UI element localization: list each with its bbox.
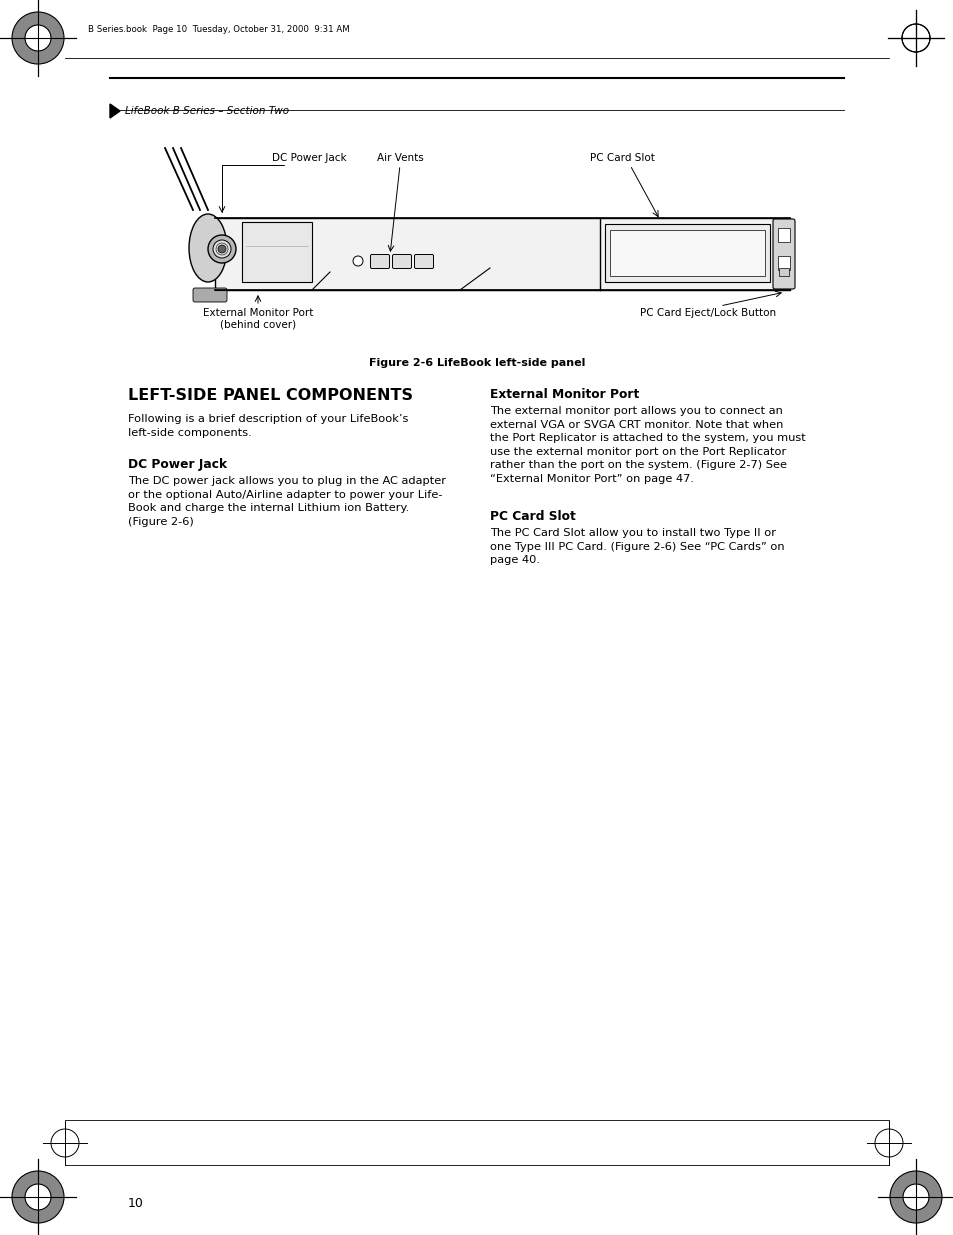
Text: Following is a brief description of your LifeBook’s
left-side components.: Following is a brief description of your…: [128, 414, 408, 437]
Circle shape: [208, 235, 235, 263]
FancyBboxPatch shape: [370, 254, 389, 268]
FancyBboxPatch shape: [193, 288, 227, 303]
Text: PC Card Slot: PC Card Slot: [490, 510, 576, 522]
Text: PC Card Eject/Lock Button: PC Card Eject/Lock Button: [639, 308, 776, 317]
Text: External Monitor Port: External Monitor Port: [490, 388, 639, 401]
Bar: [214, 219, 789, 290]
Bar: [778, 256, 789, 270]
Text: LifeBook B Series – Section Two: LifeBook B Series – Section Two: [125, 106, 289, 116]
Text: The external monitor port allows you to connect an
external VGA or SVGA CRT moni: The external monitor port allows you to …: [490, 406, 805, 484]
Circle shape: [889, 1171, 941, 1223]
Text: Air Vents: Air Vents: [376, 153, 423, 163]
Circle shape: [353, 256, 363, 266]
Text: DC Power Jack: DC Power Jack: [128, 458, 227, 471]
Text: DC Power Jack: DC Power Jack: [272, 153, 346, 163]
Circle shape: [12, 1171, 64, 1223]
Text: PC Card Slot: PC Card Slot: [589, 153, 654, 163]
Text: B Series.book  Page 10  Tuesday, October 31, 2000  9:31 AM: B Series.book Page 10 Tuesday, October 3…: [88, 26, 350, 35]
Circle shape: [25, 25, 51, 51]
Circle shape: [25, 1184, 51, 1210]
Circle shape: [12, 12, 64, 64]
Bar: [778, 228, 789, 242]
Text: 10: 10: [128, 1197, 144, 1210]
FancyBboxPatch shape: [414, 254, 433, 268]
Bar: [779, 268, 788, 275]
Polygon shape: [110, 104, 120, 119]
FancyBboxPatch shape: [392, 254, 411, 268]
Circle shape: [218, 245, 226, 253]
Circle shape: [213, 240, 231, 258]
Bar: [604, 224, 769, 282]
Text: Figure 2-6 LifeBook left-side panel: Figure 2-6 LifeBook left-side panel: [369, 358, 584, 368]
Text: The DC power jack allows you to plug in the AC adapter
or the optional Auto/Airl: The DC power jack allows you to plug in …: [128, 475, 446, 527]
Ellipse shape: [189, 214, 227, 282]
Text: LEFT-SIDE PANEL COMPONENTS: LEFT-SIDE PANEL COMPONENTS: [128, 388, 413, 403]
Bar: [242, 222, 312, 282]
Circle shape: [902, 1184, 928, 1210]
FancyBboxPatch shape: [772, 219, 794, 289]
Text: External Monitor Port
(behind cover): External Monitor Port (behind cover): [203, 308, 313, 330]
Text: The PC Card Slot allow you to install two Type II or
one Type III PC Card. (Figu: The PC Card Slot allow you to install tw…: [490, 529, 783, 566]
Bar: [609, 230, 764, 275]
